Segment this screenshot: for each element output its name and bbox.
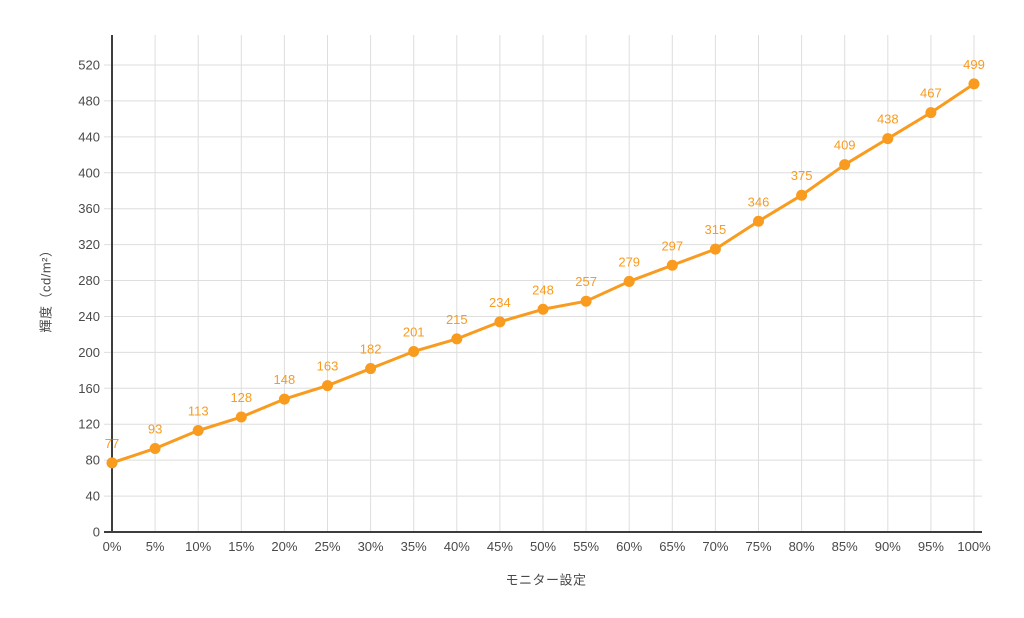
data-point [666,259,678,271]
y-tick-label: 520 [78,58,100,73]
data-point-label: 182 [360,342,382,357]
data-point [365,363,377,375]
data-point [709,243,721,255]
x-tick-label: 40% [444,539,470,554]
x-tick-label: 75% [745,539,771,554]
x-tick-label: 55% [573,539,599,554]
data-point [192,425,204,437]
data-point-label: 257 [575,274,597,289]
y-tick-label: 360 [78,201,100,216]
data-point-label: 297 [661,238,683,253]
data-point [925,107,937,119]
data-point [580,295,592,307]
x-tick-label: 35% [401,539,427,554]
x-tick-label: 100% [957,539,991,554]
data-point [494,316,506,328]
data-point-label: 375 [791,168,813,183]
x-tick-label: 85% [832,539,858,554]
data-point [149,442,161,454]
data-point [235,411,247,423]
x-tick-label: 60% [616,539,642,554]
y-tick-label: 320 [78,237,100,252]
data-point-label: 128 [230,390,252,405]
x-tick-label: 90% [875,539,901,554]
x-tick-label: 10% [185,539,211,554]
data-point [796,189,808,201]
x-tick-label: 30% [358,539,384,554]
y-tick-label: 240 [78,309,100,324]
x-tick-label: 50% [530,539,556,554]
data-point-label: 346 [748,194,770,209]
data-point-label: 248 [532,282,554,297]
y-tick-label: 280 [78,273,100,288]
data-point [968,78,980,90]
data-point-label: 93 [148,421,162,436]
x-tick-label: 65% [659,539,685,554]
y-tick-label: 160 [78,381,100,396]
data-point [623,275,635,287]
x-tick-label: 20% [271,539,297,554]
x-tick-label: 45% [487,539,513,554]
data-point [278,393,290,405]
y-tick-label: 80 [86,453,100,468]
x-tick-label: 15% [228,539,254,554]
y-tick-label: 480 [78,93,100,108]
x-axis-title: モニター設定 [505,572,587,588]
y-tick-label: 440 [78,129,100,144]
data-point [451,333,463,345]
x-tick-label: 95% [918,539,944,554]
data-point [408,345,420,357]
y-tick-label: 40 [86,489,100,504]
data-point [839,159,851,171]
data-point-label: 279 [618,254,640,269]
data-point-label: 467 [920,86,942,101]
x-tick-label: 70% [702,539,728,554]
y-tick-label: 0 [93,525,100,540]
x-tick-label: 0% [103,539,122,554]
data-point-label: 77 [105,436,119,451]
data-point-label: 163 [317,359,339,374]
data-point [537,303,549,315]
data-point [753,215,764,227]
data-point-label: 315 [705,222,727,237]
y-tick-label: 400 [78,165,100,180]
y-tick-label: 120 [78,417,100,432]
data-point [882,133,894,145]
data-point [106,457,118,469]
data-point-label: 499 [963,57,985,72]
x-tick-label: 5% [146,539,165,554]
data-point-label: 409 [834,138,856,153]
data-point-label: 234 [489,295,511,310]
y-tick-label: 200 [78,345,100,360]
data-point-label: 438 [877,112,899,127]
data-point-label: 215 [446,312,468,327]
x-tick-label: 80% [789,539,815,554]
data-point [322,380,333,392]
data-point-label: 201 [403,324,425,339]
data-point-label: 113 [188,404,209,419]
data-point-label: 148 [274,372,296,387]
x-tick-label: 25% [314,539,340,554]
y-axis-title: 輝度（cd/m²） [38,243,54,333]
